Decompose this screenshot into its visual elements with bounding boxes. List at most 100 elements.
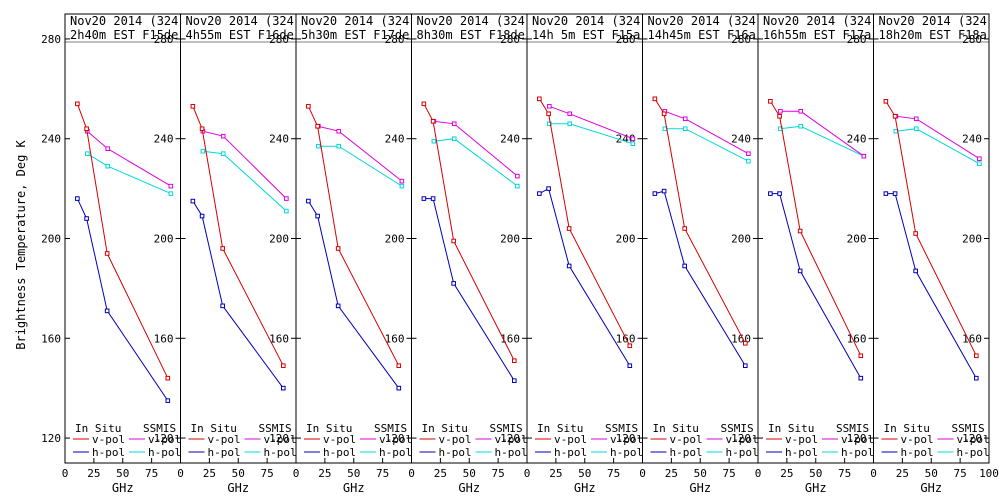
insitu_v-point [858, 353, 864, 359]
panel-titles: Nov20 2014 (324)4h55m EST F16des [186, 14, 296, 42]
x-tick-label: 75 [376, 467, 389, 480]
legend-insitu-header: In Situ [75, 422, 121, 435]
ssmis_h-line [87, 153, 172, 195]
ssmis_v-point [284, 196, 289, 201]
y-tick-label: 240 [847, 133, 867, 146]
legend-insitu-header: In Situ [306, 422, 352, 435]
y-tick-label: 160 [154, 332, 174, 345]
legend-insitu-header: In Situ [884, 422, 930, 435]
legend-insitu-header: In Situ [422, 422, 468, 435]
y-tick-label: 280 [847, 33, 867, 46]
ssmis_h-point [284, 208, 289, 214]
ssmis_v-point [220, 133, 226, 139]
insitu_v-point [315, 123, 320, 129]
ssmis_h-point [200, 148, 206, 154]
x-tick-label: 25 [434, 467, 447, 480]
y-tick-label: 120 [847, 432, 867, 445]
ssmis_v-point [746, 151, 751, 156]
insitu_v-point [451, 238, 456, 244]
insitu_h-line [192, 200, 284, 389]
ssmis_v-line [549, 105, 634, 140]
x-tick-label: 25 [780, 467, 793, 480]
x-tick-label: 0 [755, 467, 762, 480]
ssmis_v-point [630, 136, 636, 142]
panel-title-time: 2h40m EST F15des [70, 28, 186, 42]
insitu_h-point [742, 363, 748, 369]
insitu_v-line [769, 101, 862, 356]
ssmis_h-point [630, 141, 636, 147]
legend-insitu-vpol-label: v-pol [439, 433, 472, 446]
insitu_h-point [661, 188, 667, 194]
panel-1: Nov20 2014 (324)2h40m EST F15des 120 160 20… [41, 13, 186, 495]
legend-ssmis-vpol-label: v-pol [379, 433, 412, 446]
ssmis_h-point [105, 163, 111, 169]
y-tick-label: 280 [269, 33, 289, 46]
panel-6: Nov20 2014 (324)14h45m EST F16asc1201602… [639, 13, 764, 495]
x-tick-label: 0 [639, 467, 646, 480]
ssmis_h-point [547, 121, 552, 127]
y-tick-label-left: 120 [41, 432, 61, 445]
ssmis_v-point [567, 111, 573, 117]
insitu_h-point [682, 263, 687, 269]
insitu_h-point [199, 213, 205, 219]
x-tick-label: 50 [578, 467, 591, 480]
x-tick-label: 50 [925, 467, 938, 480]
panel-title-date: Nov20 2014 (324) [879, 14, 995, 28]
legend-ssmis-vpol-label: v-pol [495, 433, 528, 446]
y-tick-label-left: 200 [41, 233, 61, 246]
panel-title-date: Nov20 2014 (324) [70, 14, 186, 28]
x-tick-label: 100 [979, 467, 999, 480]
ssmis_v-line [433, 120, 518, 177]
y-tick-label-left: 240 [41, 133, 61, 146]
insitu_h-line [885, 193, 977, 379]
legend-insitu-header: In Situ [768, 422, 814, 435]
panel-titles: Nov20 2014 (324)2h40m EST F15des [70, 14, 186, 42]
x-tick-label: 50 [809, 467, 822, 480]
insitu_v-point [335, 246, 341, 251]
ssmis_v-point [977, 156, 982, 161]
y-tick-label: 200 [500, 233, 520, 246]
insitu_v-point [913, 231, 918, 236]
y-tick-label: 240 [731, 133, 751, 146]
legend-ssmis-hpol-label: h-pol [148, 446, 181, 459]
y-tick-label: 200 [847, 233, 867, 246]
legend-ssmis-header: SSMIS [721, 422, 754, 435]
y-tick-label: 200 [385, 233, 405, 246]
ssmis_v-point [168, 183, 174, 189]
x-tick-label: 0 [62, 467, 69, 480]
x-tick-label: 25 [549, 467, 562, 480]
y-tick-label: 200 [269, 233, 289, 246]
legend-ssmis-header: SSMIS [259, 422, 292, 435]
ssmis_v-point [913, 116, 919, 122]
panel-titles: Nov20 2014 (324)16h55m EST F17asc [763, 14, 873, 42]
insitu_v-line [654, 98, 746, 344]
insitu_h-point [883, 191, 889, 196]
ssmis_v-point [515, 173, 520, 179]
panel-title-date: Nov20 2014 (324) [648, 14, 764, 28]
legend-insitu-hpol-label: h-pol [901, 446, 934, 459]
ssmis_h-point [913, 126, 919, 132]
y-tick-label: 280 [154, 33, 174, 46]
ssmis_v-point [105, 146, 111, 151]
legend-ssmis-header: SSMIS [836, 422, 869, 435]
ssmis_h-point [567, 121, 573, 127]
legend-insitu-vpol-label: v-pol [670, 433, 703, 446]
y-tick-label: 240 [154, 133, 174, 146]
legend-ssmis-header: SSMIS [490, 422, 523, 435]
insitu_v-point [973, 353, 979, 359]
insitu_h-point [768, 191, 773, 196]
x-axis-label: GHz [689, 481, 711, 495]
legend-ssmis-vpol-label: v-pol [726, 433, 759, 446]
panel-titles: Nov20 2014 (324)8h30m EST F18des [417, 14, 527, 42]
ssmis_h-point [451, 136, 457, 142]
legend-ssmis-hpol-label: h-pol [379, 446, 412, 459]
ssmis_h-line [433, 138, 518, 187]
insitu_h-point [797, 268, 803, 274]
insitu_v-point [652, 96, 658, 102]
insitu_v-point [165, 375, 171, 381]
insitu_v-point [661, 111, 667, 117]
y-tick-label: 200 [616, 233, 636, 246]
x-tick-label: 25 [203, 467, 216, 480]
